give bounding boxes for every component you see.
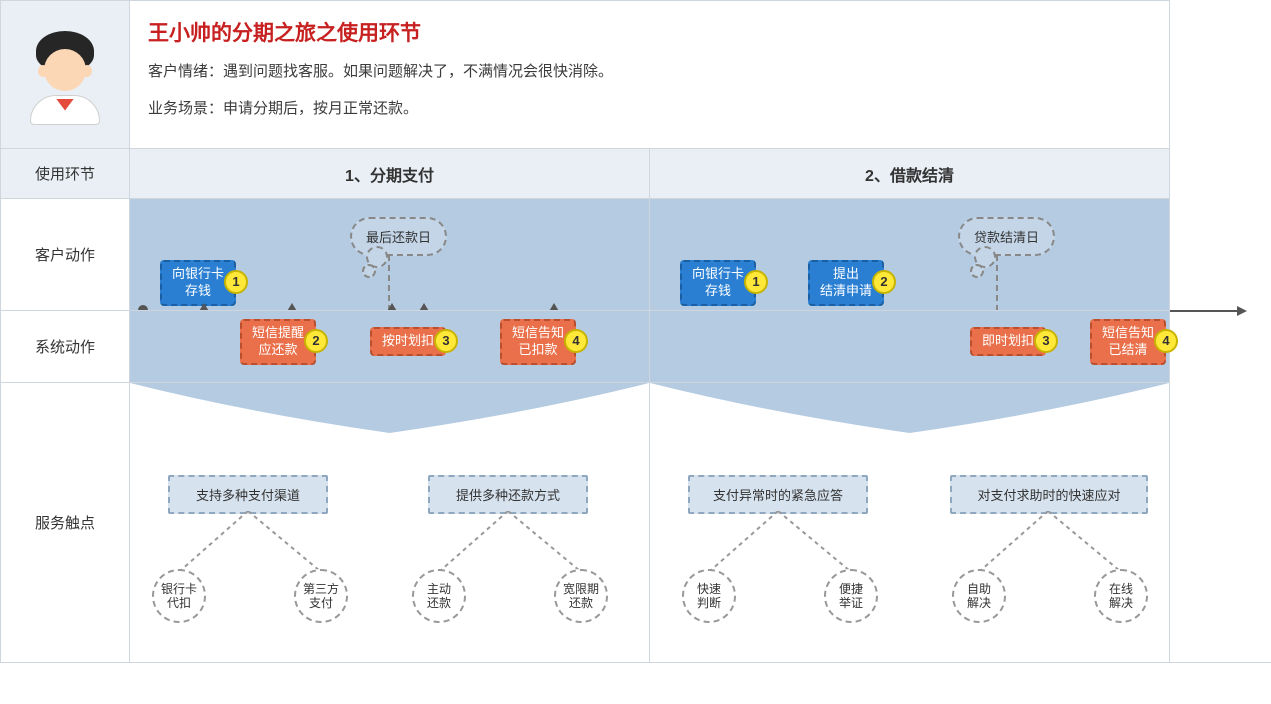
sys-b-2: 短信告知 已结清 4 bbox=[1090, 319, 1166, 365]
badge: 4 bbox=[1154, 329, 1178, 353]
tp-b1-c2: 便捷 举证 bbox=[824, 569, 878, 623]
funnel-b bbox=[650, 383, 1169, 443]
avatar-cell bbox=[0, 0, 130, 148]
badge: 4 bbox=[564, 329, 588, 353]
tp-b1-c1: 快速 判断 bbox=[682, 569, 736, 623]
stage-a-system: 短信提醒 应还款 2 按时划扣 3 短信告知 已扣款 4 bbox=[130, 310, 650, 382]
emotion-line: 客户情绪：遇到问题找客服。如果问题解决了，不满情况会很快消除。 bbox=[148, 61, 1151, 84]
sys-a-3: 短信告知 已扣款 4 bbox=[500, 319, 576, 365]
scenario-line: 业务场景：申请分期后，按月正常还款。 bbox=[148, 98, 1151, 121]
journey-grid: 王小帅的分期之旅之使用环节 客户情绪：遇到问题找客服。如果问题解决了，不满情况会… bbox=[0, 0, 1271, 663]
tp-b2: 对支付求助时的快速应对 bbox=[950, 475, 1148, 514]
stage-b-header: 2、借款结清 bbox=[650, 148, 1170, 198]
cloud-a: 最后还款日 bbox=[350, 217, 447, 256]
tp-b2-c1: 自助 解决 bbox=[952, 569, 1006, 623]
stage-b-customer: 贷款结清日 向银行卡 存钱 1 提出 结清申请 2 bbox=[650, 198, 1170, 310]
stage-b-system: 即时划扣 3 短信告知 已结清 4 bbox=[650, 310, 1170, 382]
cloud-b: 贷款结清日 bbox=[958, 217, 1055, 256]
stage-a-customer: 最后还款日 向银行卡 存钱 1 bbox=[130, 198, 650, 310]
stage-a-header: 1、分期支付 bbox=[130, 148, 650, 198]
sys-a-1: 短信提醒 应还款 2 bbox=[240, 319, 316, 365]
badge: 3 bbox=[1034, 329, 1058, 353]
row-label-system: 系统动作 bbox=[0, 310, 130, 382]
tp-a2-c1: 主动 还款 bbox=[412, 569, 466, 623]
tp-b2-c2: 在线 解决 bbox=[1094, 569, 1148, 623]
row-label-touch: 服务触点 bbox=[0, 382, 130, 662]
tp-a1-c2: 第三方 支付 bbox=[294, 569, 348, 623]
cloud-b-stem bbox=[996, 255, 998, 311]
badge: 3 bbox=[434, 329, 458, 353]
cust-b-2: 提出 结清申请 2 bbox=[808, 260, 884, 306]
badge: 1 bbox=[744, 270, 768, 294]
cust-b-1: 向银行卡 存钱 1 bbox=[680, 260, 756, 306]
sys-a-2: 按时划扣 3 bbox=[370, 327, 446, 356]
badge: 2 bbox=[872, 270, 896, 294]
stage-a-touch: 支持多种支付渠道 银行卡 代扣 第三方 支付 提供多种还款方式 主动 还款 宽限… bbox=[130, 382, 650, 662]
tp-a1: 支持多种支付渠道 bbox=[168, 475, 328, 514]
tp-a2-c2: 宽限期 还款 bbox=[554, 569, 608, 623]
tp-a2: 提供多种还款方式 bbox=[428, 475, 588, 514]
sys-b-1: 即时划扣 3 bbox=[970, 327, 1046, 356]
tp-b1: 支付异常时的紧急应答 bbox=[688, 475, 868, 514]
tp-a1-c1: 银行卡 代扣 bbox=[152, 569, 206, 623]
stage-b-touch: 支付异常时的紧急应答 快速 判断 便捷 举证 对支付求助时的快速应对 自助 解决… bbox=[650, 382, 1170, 662]
persona-avatar bbox=[22, 25, 108, 125]
row-label-customer: 客户动作 bbox=[0, 198, 130, 310]
badge: 1 bbox=[224, 270, 248, 294]
row-label-stage: 使用环节 bbox=[0, 148, 130, 198]
cust-a-1: 向银行卡 存钱 1 bbox=[160, 260, 236, 306]
header-text: 王小帅的分期之旅之使用环节 客户情绪：遇到问题找客服。如果问题解决了，不满情况会… bbox=[130, 0, 1170, 148]
badge: 2 bbox=[304, 329, 328, 353]
page-title: 王小帅的分期之旅之使用环节 bbox=[148, 17, 1151, 47]
funnel-a bbox=[130, 383, 649, 443]
